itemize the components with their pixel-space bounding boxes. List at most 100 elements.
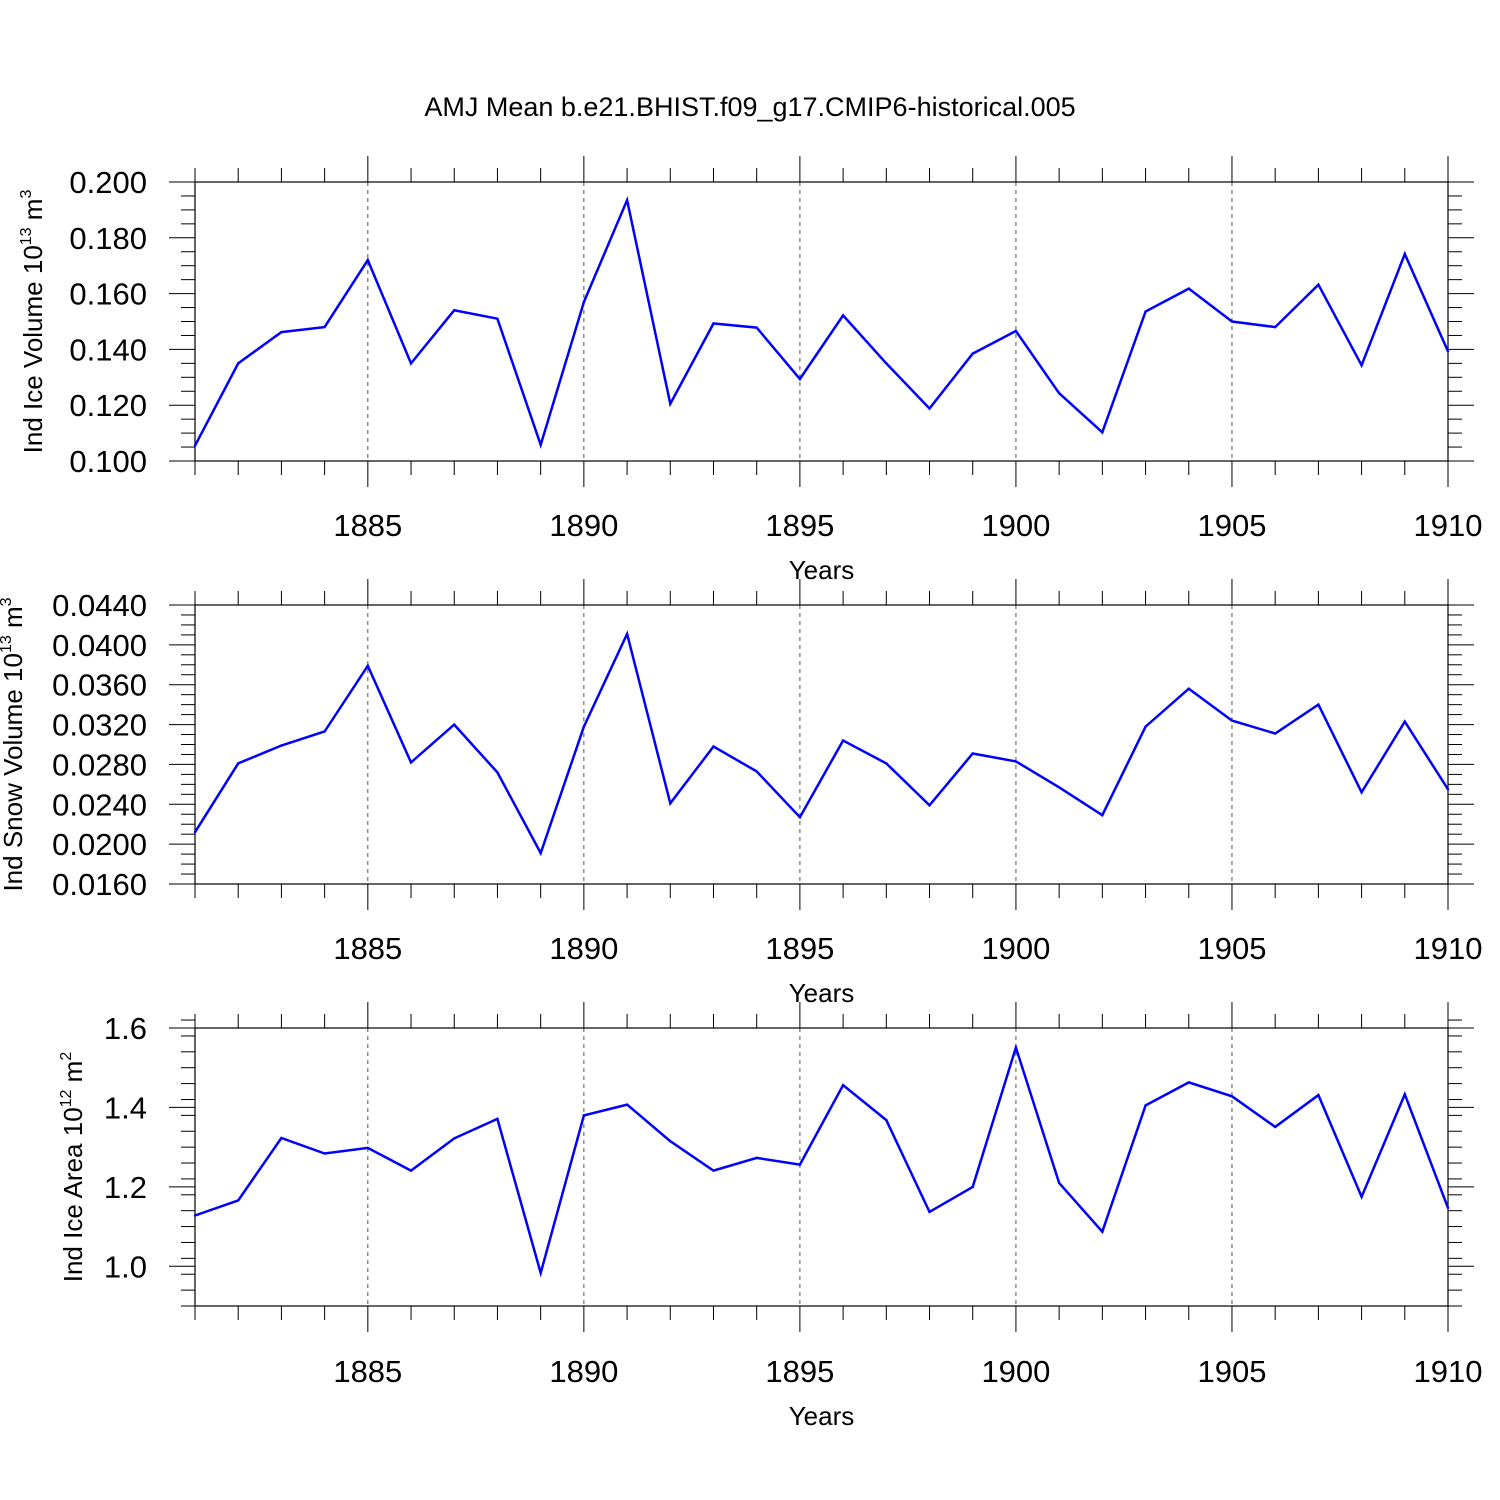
data-point <box>453 723 456 726</box>
data-point <box>1057 392 1061 395</box>
chart-title: AMJ Mean b.e21.BHIST.f09_g17.CMIP6-histo… <box>424 92 1076 122</box>
data-point <box>841 314 845 317</box>
x-tick-label: 1905 <box>1197 1354 1266 1389</box>
series-line-1 <box>194 1043 1450 1278</box>
y-tick-label: 0.0200 <box>52 827 147 862</box>
data-point <box>1144 725 1147 728</box>
x-tick-label: 1905 <box>1197 931 1266 966</box>
series-line-1 <box>193 630 1450 857</box>
data-point <box>712 322 715 325</box>
data-point <box>971 352 974 355</box>
plot-frame <box>194 1027 1449 1307</box>
data-point <box>1230 320 1234 323</box>
data-point <box>409 1169 413 1172</box>
data-point <box>798 377 802 381</box>
data-point <box>409 362 413 365</box>
x-tick-label: 1900 <box>981 931 1050 966</box>
data-point <box>928 407 931 410</box>
data-point <box>237 762 240 765</box>
data-point <box>582 725 586 728</box>
data-point <box>755 326 758 329</box>
y-axis-label-text: Ind Snow Volume 10 <box>0 653 28 892</box>
data-point <box>669 402 672 406</box>
x-tick-label: 1895 <box>765 508 834 543</box>
x-tick-label: 1900 <box>981 1354 1050 1389</box>
x-axis-label: Years <box>789 555 855 585</box>
data-point <box>1446 788 1450 791</box>
data-point <box>1057 1181 1061 1185</box>
y-tick-label: 0.0400 <box>52 628 147 663</box>
data-point <box>1014 1046 1018 1049</box>
data-point <box>1360 791 1363 794</box>
x-tick-label: 1905 <box>1197 508 1266 543</box>
data-point <box>1144 1104 1147 1107</box>
data-point <box>971 1185 974 1189</box>
x-tick-label: 1890 <box>549 1354 618 1389</box>
data-point <box>798 1163 802 1166</box>
y-tick-label: 1.2 <box>104 1170 147 1205</box>
data-point <box>885 762 888 765</box>
data-point <box>323 1152 326 1155</box>
data-point <box>712 745 715 748</box>
y-axis-label-unit-exponent: 3 <box>18 190 35 199</box>
data-point <box>1187 1081 1190 1084</box>
data-point <box>496 771 499 774</box>
data-point <box>1014 760 1018 763</box>
data-point <box>1446 1206 1450 1210</box>
data-point <box>1273 325 1277 329</box>
y-tick-label: 0.0440 <box>52 588 147 623</box>
data-point <box>712 1169 715 1172</box>
y-axis-label: Ind Ice Area 1012 m2 <box>58 1052 88 1283</box>
data-point <box>755 1156 758 1160</box>
data-point <box>366 258 370 262</box>
x-tick-label: 1910 <box>1414 1354 1483 1389</box>
data-point <box>323 730 326 733</box>
data-point <box>885 1118 888 1122</box>
data-point <box>841 739 845 742</box>
data-point <box>669 802 672 805</box>
data-point <box>582 300 586 304</box>
data-point <box>798 816 802 819</box>
plot-frame <box>194 181 1449 462</box>
x-tick-label: 1885 <box>333 508 402 543</box>
data-point <box>280 1136 283 1140</box>
y-axis-label-text: Ind Ice Volume 10 <box>18 245 48 453</box>
y-tick-label: 1.6 <box>104 1011 147 1046</box>
data-point <box>928 804 931 807</box>
data-point <box>1144 310 1147 313</box>
data-point <box>971 752 974 755</box>
y-axis-label-unit-exponent: 3 <box>0 597 15 606</box>
data-point <box>280 744 283 747</box>
y-axis-label-exponent: 13 <box>18 227 35 245</box>
data-point <box>237 362 240 365</box>
data-point <box>1101 431 1104 434</box>
data-point <box>1403 1093 1406 1096</box>
x-tick-label: 1910 <box>1414 931 1483 966</box>
data-point <box>409 761 413 764</box>
data-point <box>1273 1125 1277 1129</box>
data-point <box>539 851 542 855</box>
data-point <box>193 1214 197 1217</box>
x-axis-label: Years <box>789 1401 855 1431</box>
data-point <box>366 1146 370 1150</box>
data-point <box>1403 252 1406 256</box>
x-tick-label: 1895 <box>765 931 834 966</box>
data-point <box>1101 1230 1104 1233</box>
data-point <box>1360 364 1363 367</box>
y-axis-label: Ind Ice Volume 1013 m3 <box>18 190 48 454</box>
data-point <box>453 1137 456 1140</box>
y-tick-label: 0.140 <box>69 332 147 367</box>
data-point <box>496 1117 499 1121</box>
y-axis-label-text: Ind Ice Area 10 <box>58 1107 88 1282</box>
data-point <box>1317 703 1320 706</box>
data-point <box>885 362 888 365</box>
data-point <box>1014 329 1018 333</box>
data-point <box>496 317 499 320</box>
data-point <box>1057 786 1061 789</box>
y-tick-label: 0.200 <box>69 165 147 200</box>
data-point <box>1101 814 1104 817</box>
y-axis-label-unit-exponent: 2 <box>58 1052 75 1061</box>
data-point <box>928 1210 931 1214</box>
x-axis-label: Years <box>789 978 855 1008</box>
